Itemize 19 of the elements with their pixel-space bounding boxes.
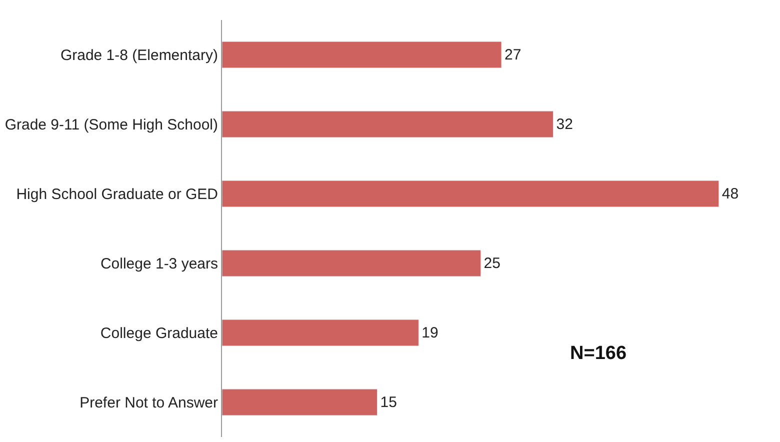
bar [222,388,378,416]
data-label: 25 [484,254,500,272]
bar [222,250,482,277]
data-label: 27 [504,46,522,64]
bar [222,110,554,138]
y-tick-label: High School Graduate or GED [16,186,218,203]
y-tick-label: Grade 1-8 (Elementary) [60,47,218,64]
data-label: 48 [722,185,739,202]
y-tick-label: Prefer Not to Answer [80,394,218,412]
y-tick-label: College 1-3 years [100,256,218,272]
bar [222,319,419,346]
data-label: 15 [380,394,397,411]
y-tick-label: College Graduate [100,325,218,342]
annotation: N=166 [570,343,627,364]
bar [222,41,502,68]
data-label: 19 [422,324,438,342]
y-tick-label: Grade 9-11 (Some High School) [4,116,218,134]
bar [222,180,720,208]
data-label: 32 [556,116,573,133]
